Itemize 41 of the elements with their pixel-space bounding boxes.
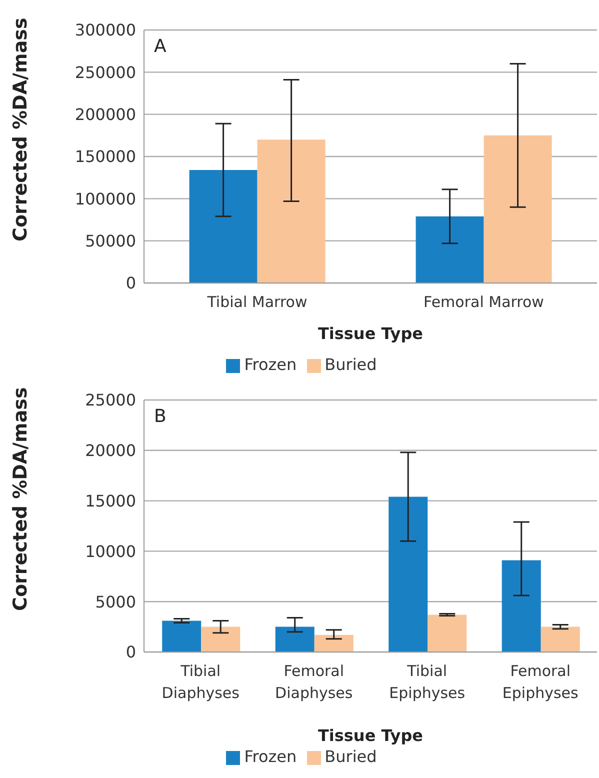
x-tick-label: Femoral Epiphyses xyxy=(502,662,579,702)
y-tick-label: 5000 xyxy=(95,592,136,612)
annotation: A xyxy=(154,36,166,57)
legend-label: Buried xyxy=(324,355,377,374)
y-tick-label: 100000 xyxy=(74,189,136,208)
annotation: B xyxy=(154,406,166,427)
x-tick-label: Tibial Epiphyses xyxy=(389,662,466,702)
y-tick-label: 0 xyxy=(126,274,136,293)
y-tick-label: 200000 xyxy=(74,105,136,124)
x-tick-label: Femoral Marrow xyxy=(424,293,544,311)
y-tick-label: 10000 xyxy=(85,542,136,561)
legend-label: Frozen xyxy=(244,747,297,766)
bar xyxy=(314,634,354,652)
y-axis-title: Corrected %DA/mass xyxy=(10,18,32,242)
x-tick-label: Tibial Marrow xyxy=(206,293,308,311)
bar xyxy=(502,560,541,652)
y-axis-title: Corrected %DA/mass xyxy=(10,387,32,611)
bar xyxy=(484,135,552,283)
x-axis-title: Tissue Type xyxy=(318,324,424,343)
bar xyxy=(416,216,484,283)
x-tick-label: Tibial Diaphyses xyxy=(162,662,240,702)
y-tick-label: 150000 xyxy=(74,147,136,166)
legend-label: Frozen xyxy=(244,355,297,374)
y-tick-label: 15000 xyxy=(85,491,136,510)
bar xyxy=(388,496,428,652)
y-tick-label: 20000 xyxy=(85,441,136,460)
y-tick-label: 25000 xyxy=(85,390,136,410)
bar xyxy=(428,614,467,652)
y-tick-label: 300000 xyxy=(74,20,136,40)
y-tick-label: 50000 xyxy=(85,232,136,251)
x-tick-label: Femoral Diaphyses xyxy=(275,662,353,702)
bar xyxy=(201,626,240,652)
bar xyxy=(257,140,326,283)
legend-label: Buried xyxy=(324,747,377,766)
x-axis-title: Tissue Type xyxy=(318,726,424,745)
bar xyxy=(540,626,580,652)
y-tick-label: 250000 xyxy=(74,62,136,82)
bar xyxy=(275,626,314,652)
bar xyxy=(162,620,202,652)
y-tick-label: 0 xyxy=(126,642,136,662)
bar xyxy=(189,170,258,283)
